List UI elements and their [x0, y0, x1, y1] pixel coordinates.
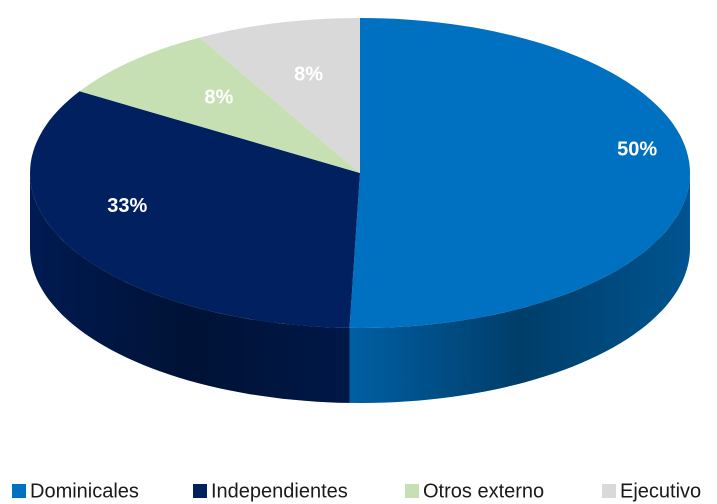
data-label: 8%: [294, 63, 323, 85]
legend-swatch: [405, 484, 419, 498]
slice-side-shade: [349, 173, 690, 403]
legend-swatch: [12, 484, 26, 498]
legend-label: Independientes: [211, 480, 348, 502]
legend-swatch: [602, 484, 616, 498]
legend-swatch: [193, 484, 207, 498]
data-label: 50%: [617, 138, 657, 160]
slice: [79, 37, 360, 173]
legend-label: Otros externo: [423, 480, 544, 502]
legend-label: Ejecutivo: [620, 480, 701, 502]
data-label: 33%: [107, 195, 147, 217]
legend-label: Dominicales: [30, 480, 139, 502]
data-label: 8%: [204, 87, 233, 109]
slice: [30, 91, 360, 328]
slice-side-shade: [30, 173, 350, 403]
slice: [349, 18, 690, 328]
slice: [199, 18, 360, 173]
